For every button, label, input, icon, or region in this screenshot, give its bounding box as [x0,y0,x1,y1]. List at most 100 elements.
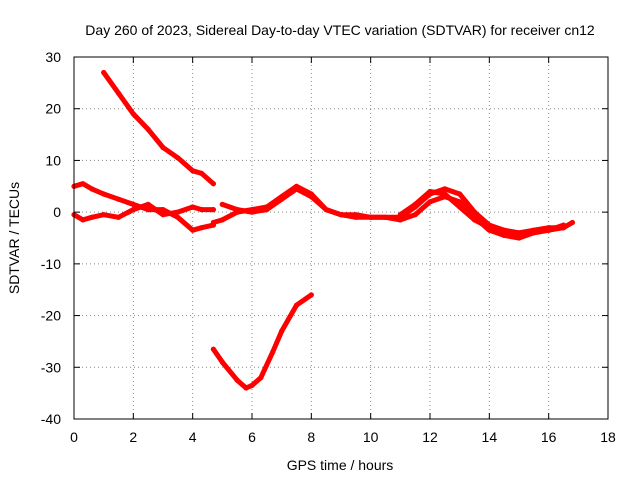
plot-frame [73,56,609,420]
data-point [531,230,537,236]
y-tick-label: 30 [45,49,61,65]
data-point [115,196,122,202]
data-point [382,214,389,220]
data-point [175,155,181,161]
x-tick-label: 18 [600,429,616,445]
chart-title: Day 260 of 2023, Sidereal Day-to-day VTE… [85,22,595,38]
data-point [412,201,418,207]
series-arc-b [71,201,216,223]
data-point [175,209,181,215]
data-point [210,219,216,226]
x-tick-label: 2 [129,429,137,445]
data-point [293,302,300,308]
data-point [145,126,151,132]
data-point [190,227,196,233]
y-tick-label: -30 [41,359,61,375]
series-line [210,292,314,391]
y-tick-label: 20 [45,101,61,117]
tick-labels: 0 2 4 6 8 10 12 14 16 18 -40 -30 -20 -10 0 10 20 30 [41,49,616,445]
x-tick-label: 16 [541,429,557,445]
data-point [264,207,270,213]
data-point [249,209,255,215]
data-point [101,212,107,218]
data-point [270,349,276,355]
y-tick-label: -20 [41,308,61,324]
series-arc-dip [210,292,314,391]
data-point [516,232,522,238]
data-point [442,186,448,192]
data-point [569,219,576,226]
grid-lines [74,57,608,419]
x-tick-label: 0 [70,429,78,445]
data-point [353,214,359,220]
data-point [219,359,225,365]
data-point [546,227,552,233]
data-point [190,168,196,174]
data-point [234,377,240,383]
data-point [442,191,448,197]
data-point [308,292,314,298]
data-point [427,199,433,205]
data-point [293,186,300,192]
x-tick-label: 4 [189,429,197,445]
data-point [457,191,463,197]
data-point [160,144,166,151]
y-axis-label: SDTVAR / TECUs [6,182,22,294]
data-point [130,201,136,207]
data-point [199,207,205,213]
series-line [101,70,216,187]
data-point [130,111,136,117]
data-point [115,214,122,220]
tick-marks [73,56,609,420]
data-point [258,375,264,381]
data-point [560,222,567,228]
data-point [234,207,240,213]
series-arc-e [397,188,567,238]
data-point [145,201,151,207]
y-tick-label: -10 [41,256,61,272]
x-tick-label: 10 [363,429,379,445]
data-point [115,90,122,96]
data-point [323,207,329,213]
data-point [471,217,478,223]
data-point [427,188,433,195]
data-point [89,186,95,192]
data-point [190,204,196,210]
y-tick-label: -40 [41,411,61,427]
data-point [130,207,136,213]
data-point [338,212,344,218]
x-tick-label: 14 [482,429,498,445]
x-tick-label: 12 [422,429,438,445]
data-point [412,212,418,218]
data-point [101,191,107,197]
data-point [368,214,374,220]
data-point [279,196,285,202]
data-point [210,207,216,213]
data-point [219,201,225,207]
data-point [80,181,86,187]
data-point [486,225,492,231]
y-tick-label: 0 [53,204,61,220]
x-axis-label: GPS time / hours [287,457,394,473]
data-point [199,225,205,231]
data-point [243,385,249,391]
data-point [249,382,255,388]
data-point [89,214,95,220]
data-point [397,217,403,223]
data-point [160,212,166,218]
data-point [175,214,181,220]
x-tick-label: 6 [248,429,256,445]
data-point [199,170,205,176]
data-point [308,194,314,200]
data-point [279,328,285,334]
data-point [397,212,403,218]
series-layer [71,69,576,391]
data-point [219,217,225,223]
data-point [457,204,463,210]
data-point [210,181,216,187]
data-point [210,346,216,352]
y-tick-label: 10 [45,152,61,168]
data-point [80,217,86,223]
series-arc-high [101,69,216,187]
